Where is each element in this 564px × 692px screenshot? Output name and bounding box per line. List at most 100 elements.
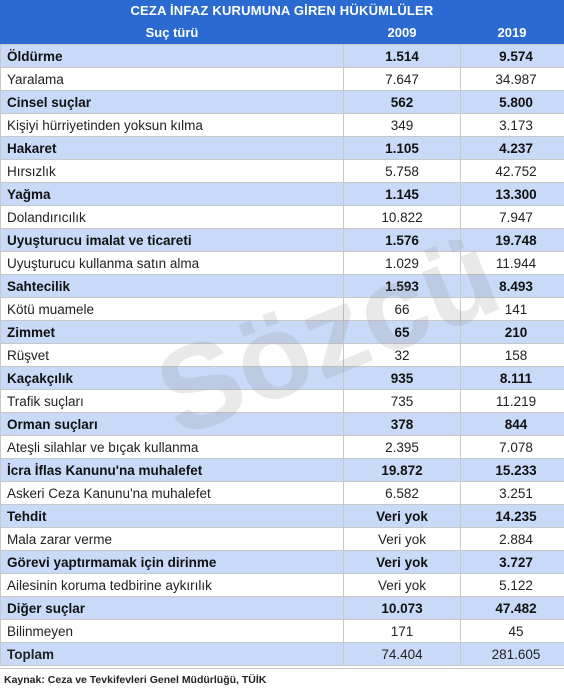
- cell-2019: 2.884: [461, 528, 564, 551]
- cell-2009: 1.105: [344, 137, 461, 160]
- cell-2019: 3.727: [461, 551, 564, 574]
- cell-2009: 66: [344, 298, 461, 321]
- cell-crime-type: Trafik suçları: [1, 390, 344, 413]
- cell-crime-type: Rüşvet: [1, 344, 344, 367]
- cell-2009: 19.872: [344, 459, 461, 482]
- cell-crime-type: Uyuşturucu kullanma satın alma: [1, 252, 344, 275]
- cell-2009: 171: [344, 620, 461, 643]
- cell-crime-type: Görevi yaptırmamak için dirinme: [1, 551, 344, 574]
- table-title: CEZA İNFAZ KURUMUNA GİREN HÜKÜMLÜLER: [0, 0, 564, 22]
- cell-2019: 281.605: [461, 643, 564, 666]
- cell-2019: 47.482: [461, 597, 564, 620]
- cell-2019: 210: [461, 321, 564, 344]
- cell-crime-type: Diğer suçlar: [1, 597, 344, 620]
- cell-2019: 9.574: [461, 45, 564, 68]
- cell-2019: 11.219: [461, 390, 564, 413]
- column-header-crime-type: Suç türü: [0, 22, 344, 44]
- cell-crime-type: Yaralama: [1, 68, 344, 91]
- cell-2009: 1.514: [344, 45, 461, 68]
- cell-2009: 562: [344, 91, 461, 114]
- cell-crime-type: Sahtecilik: [1, 275, 344, 298]
- cell-crime-type: Zimmet: [1, 321, 344, 344]
- cell-2019: 844: [461, 413, 564, 436]
- cell-2009: 10.822: [344, 206, 461, 229]
- cell-crime-type: Toplam: [1, 643, 344, 666]
- cell-2019: 158: [461, 344, 564, 367]
- cell-crime-type: İcra İflas Kanunu'na muhalefet: [1, 459, 344, 482]
- cell-crime-type: Öldürme: [1, 45, 344, 68]
- cell-2019: 34.987: [461, 68, 564, 91]
- cell-2009: Veri yok: [344, 551, 461, 574]
- cell-crime-type: Bilinmeyen: [1, 620, 344, 643]
- cell-2009: 32: [344, 344, 461, 367]
- cell-2019: 3.173: [461, 114, 564, 137]
- cell-2009: 735: [344, 390, 461, 413]
- cell-2019: 8.493: [461, 275, 564, 298]
- cell-2019: 42.752: [461, 160, 564, 183]
- cell-2009: 378: [344, 413, 461, 436]
- cell-crime-type: Hırsızlık: [1, 160, 344, 183]
- cell-crime-type: Kötü muamele: [1, 298, 344, 321]
- source-note: Kaynak: Ceza ve Tevkifevleri Genel Müdür…: [0, 668, 564, 691]
- cell-2009: 74.404: [344, 643, 461, 666]
- cell-2009: Veri yok: [344, 574, 461, 597]
- cell-crime-type: Askeri Ceza Kanunu'na muhalefet: [1, 482, 344, 505]
- cell-2019: 15.233: [461, 459, 564, 482]
- cell-2009: 1.576: [344, 229, 461, 252]
- cell-crime-type: Uyuşturucu imalat ve ticareti: [1, 229, 344, 252]
- cell-crime-type: Hakaret: [1, 137, 344, 160]
- cell-2019: 141: [461, 298, 564, 321]
- cell-2009: 349: [344, 114, 461, 137]
- column-header-2019: 2019: [460, 22, 564, 44]
- cell-2019: 45: [461, 620, 564, 643]
- cell-crime-type: Ateşli silahlar ve bıçak kullanma: [1, 436, 344, 459]
- cell-2009: 6.582: [344, 482, 461, 505]
- cell-crime-type: Tehdit: [1, 505, 344, 528]
- cell-2009: 1.145: [344, 183, 461, 206]
- cell-2009: 7.647: [344, 68, 461, 91]
- cell-2009: 935: [344, 367, 461, 390]
- cell-2019: 14.235: [461, 505, 564, 528]
- cell-2019: 7.078: [461, 436, 564, 459]
- cell-2019: 3.251: [461, 482, 564, 505]
- cell-2019: 7.947: [461, 206, 564, 229]
- cell-crime-type: Kaçakçılık: [1, 367, 344, 390]
- cell-2009: Veri yok: [344, 505, 461, 528]
- cell-crime-type: Mala zarar verme: [1, 528, 344, 551]
- cell-crime-type: Yağma: [1, 183, 344, 206]
- cell-2019: 5.122: [461, 574, 564, 597]
- cell-2019: 4.237: [461, 137, 564, 160]
- cell-2009: 1.029: [344, 252, 461, 275]
- column-header-row: Suç türü 2009 2019: [0, 22, 564, 44]
- cell-2009: Veri yok: [344, 528, 461, 551]
- cell-2009: 10.073: [344, 597, 461, 620]
- cell-crime-type: Cinsel suçlar: [1, 91, 344, 114]
- cell-2019: 5.800: [461, 91, 564, 114]
- cell-2019: 19.748: [461, 229, 564, 252]
- column-header-2009: 2009: [344, 22, 460, 44]
